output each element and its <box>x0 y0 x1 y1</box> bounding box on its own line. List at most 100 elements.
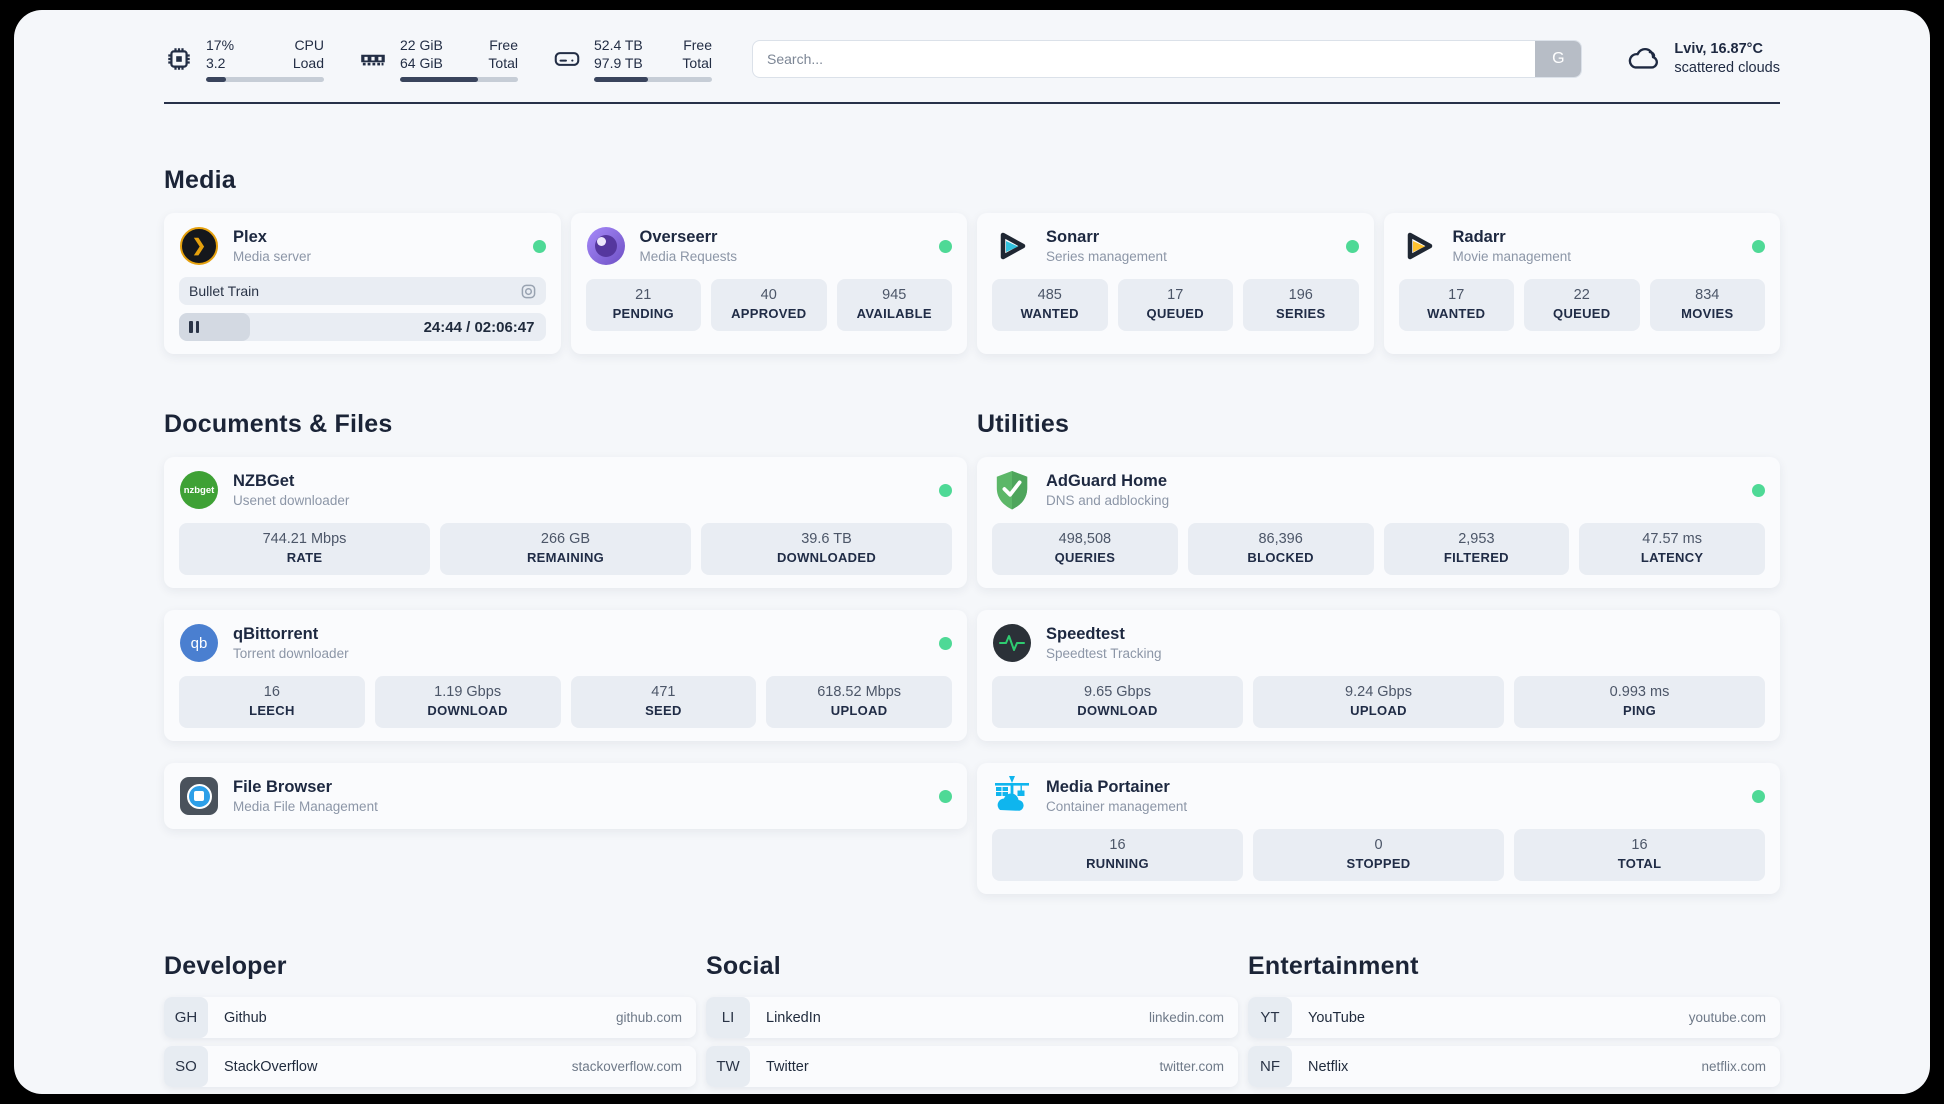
utilities-column: Utilities AdGuard Home DNS and adblockin… <box>977 410 1780 894</box>
cpu-stat: 17% CPU 3.2 Load <box>164 36 324 82</box>
stat-approved: 40 APPROVED <box>711 279 827 331</box>
portainer-card[interactable]: Media Portainer Container management 16 R… <box>977 763 1780 894</box>
link-stackoverflow[interactable]: SO StackOverflow stackoverflow.com <box>164 1046 696 1087</box>
app-title: Media Portainer <box>1046 778 1170 796</box>
stat-downloaded: 39.6 TB DOWNLOADED <box>701 523 952 575</box>
qbittorrent-icon: qb <box>179 623 219 663</box>
status-dot <box>939 239 952 253</box>
speedtest-card[interactable]: Speedtest Speedtest Tracking 9.65 Gbps DO… <box>977 610 1780 741</box>
stat-pending: 21 PENDING <box>585 279 701 331</box>
developer-section-title: Developer <box>164 952 287 980</box>
plex-card[interactable]: ❯ Plex Media server Bullet Train <box>164 213 561 354</box>
documents-section-title: Documents & Files <box>164 410 393 438</box>
sonarr-icon <box>992 226 1032 266</box>
now-playing-title: Bullet Train <box>189 283 260 299</box>
weather-condition: scattered clouds <box>1674 60 1780 76</box>
ram-progressbar <box>400 77 518 82</box>
cpu-label: CPU <box>294 37 324 53</box>
stat-remaining: 266 GB REMAINING <box>440 523 691 575</box>
link-youtube[interactable]: YT YouTube youtube.com <box>1248 997 1780 1038</box>
nzbget-icon: nzbget <box>179 470 219 510</box>
plex-icon: ❯ <box>179 226 219 266</box>
overseerr-card[interactable]: Overseerr Media Requests 21 PENDING 40 APP… <box>570 213 967 354</box>
social-column: Social LI LinkedIn linkedin.com TW Twitt… <box>706 952 1238 1094</box>
stat-latency: 47.57 ms LATENCY <box>1579 523 1765 575</box>
ram-total: 64 GiB <box>400 55 443 71</box>
app-title: Radarr <box>1452 228 1506 246</box>
status-dot <box>1752 239 1765 253</box>
stat-queries: 498,508 QUERIES <box>992 523 1178 575</box>
playback-time: 24:44 / 02:06:47 <box>423 318 535 336</box>
stat-blocked: 86,396 BLOCKED <box>1187 523 1374 575</box>
app-subtitle: Series management <box>1046 249 1167 264</box>
stat-wanted: 17 WANTED <box>1398 279 1514 331</box>
link-linkedin[interactable]: LI LinkedIn linkedin.com <box>706 997 1238 1038</box>
app-subtitle: DNS and adblocking <box>1046 493 1170 508</box>
ram-stat: 22 GiB Free 64 GiB Total <box>358 36 518 82</box>
status-dot <box>939 636 952 650</box>
top-bar: 17% CPU 3.2 Load <box>164 10 1780 82</box>
app-subtitle: Movie management <box>1452 249 1572 264</box>
cpu-icon <box>164 44 194 74</box>
weather-widget[interactable]: Lviv, 16.87°C scattered clouds <box>1626 40 1780 78</box>
sonarr-card[interactable]: Sonarr Series management 485 WANTED 17 QUE… <box>977 213 1374 354</box>
utilities-section-title: Utilities <box>977 410 1070 438</box>
app-title: qBittorrent <box>233 625 319 643</box>
app-title: Overseerr <box>639 228 718 246</box>
link-abbr: GH <box>164 997 208 1038</box>
search-engine-button[interactable]: G <box>1535 41 1582 77</box>
link-github[interactable]: GH Github github.com <box>164 997 696 1038</box>
media-section-title: Media <box>164 166 236 194</box>
documents-column: Documents & Files nzbget NZBGet Usenet d… <box>164 410 967 894</box>
radarr-card[interactable]: Radarr Movie management 17 WANTED 22 QUEUE… <box>1383 213 1780 354</box>
ram-total-label: Total <box>488 55 518 71</box>
app-subtitle: Media server <box>233 249 312 264</box>
link-abbr: TW <box>706 1046 750 1087</box>
disk-total: 97.9 TB <box>594 55 643 71</box>
radarr-icon <box>1399 226 1439 266</box>
app-title: Plex <box>233 228 267 246</box>
disk-progressbar <box>594 77 712 82</box>
social-section-title: Social <box>706 952 781 980</box>
app-title: AdGuard Home <box>1046 472 1168 490</box>
stat-filtered: 2,953 FILTERED <box>1383 523 1570 575</box>
stat-total: 16 TOTAL <box>1514 829 1765 881</box>
stat-stopped: 0 STOPPED <box>1253 829 1504 881</box>
stat-movies: 834 MOVIES <box>1649 279 1765 331</box>
nzbget-card[interactable]: nzbget NZBGet Usenet downloader 744.21 M… <box>164 457 967 588</box>
qbittorrent-card[interactable]: qb qBittorrent Torrent downloader 16 LEEC… <box>164 610 967 741</box>
disk-total-label: Total <box>682 55 712 71</box>
pause-icon[interactable] <box>189 321 199 333</box>
dashboard-surface: 17% CPU 3.2 Load <box>14 10 1930 1094</box>
stat-upload: 618.52 Mbps UPLOAD <box>766 676 952 728</box>
filebrowser-card[interactable]: File Browser Media File Management <box>164 763 967 829</box>
stat-series: 196 SERIES <box>1243 279 1359 331</box>
app-subtitle: Container management <box>1046 799 1188 814</box>
app-title: Speedtest <box>1046 625 1125 643</box>
adguard-card[interactable]: AdGuard Home DNS and adblocking 498,508 Q… <box>977 457 1780 588</box>
cpu-load: 3.2 <box>206 55 226 71</box>
now-playing-icon <box>521 284 536 299</box>
cloud-icon <box>1626 44 1662 74</box>
playback-progressbar[interactable]: 24:44 / 02:06:47 <box>179 313 546 341</box>
status-dot <box>1345 239 1359 253</box>
filebrowser-icon <box>179 776 219 816</box>
link-netflix[interactable]: NF Netflix netflix.com <box>1248 1046 1780 1087</box>
search-input[interactable] <box>752 40 1583 78</box>
link-abbr: NF <box>1248 1046 1292 1087</box>
status-dot <box>1752 483 1765 497</box>
link-abbr: SO <box>164 1046 208 1087</box>
link-twitter[interactable]: TW Twitter twitter.com <box>706 1046 1238 1087</box>
stat-running: 16 RUNNING <box>992 829 1243 881</box>
weather-location-temp: Lviv, 16.87°C <box>1674 41 1763 57</box>
cpu-progressbar <box>206 77 324 82</box>
disk-free: 52.4 TB <box>594 37 643 53</box>
stat-seed: 471 SEED <box>570 676 757 728</box>
disk-stat: 52.4 TB Free 97.9 TB Total <box>552 36 712 82</box>
cpu-percent: 17% <box>206 37 235 53</box>
stat-download: 1.19 Gbps DOWNLOAD <box>374 676 561 728</box>
app-title: Sonarr <box>1046 228 1100 246</box>
stat-available: 945 AVAILABLE <box>836 279 952 331</box>
stat-queued: 22 QUEUED <box>1524 279 1640 331</box>
